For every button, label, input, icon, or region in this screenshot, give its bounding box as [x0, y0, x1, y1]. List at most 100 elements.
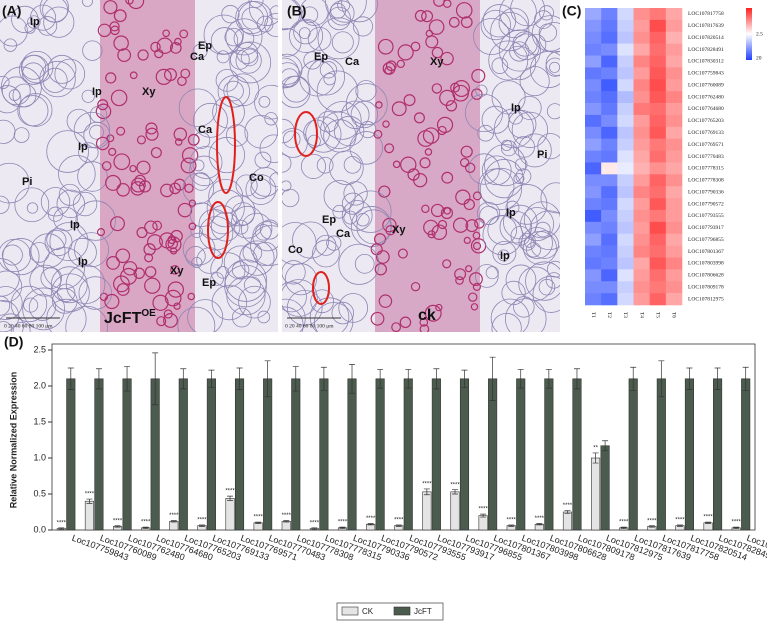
cell — [323, 180, 356, 213]
heat-cell — [617, 174, 634, 187]
cell — [459, 157, 470, 168]
cell — [452, 217, 469, 233]
cell — [81, 89, 95, 103]
heat-cell — [585, 174, 602, 187]
cell — [484, 159, 524, 199]
heat-cell — [649, 138, 667, 151]
cell — [509, 41, 530, 62]
cell — [248, 0, 264, 8]
heat-cell — [601, 257, 618, 270]
cell — [136, 226, 148, 239]
error-bar — [227, 495, 234, 501]
bar — [741, 378, 751, 531]
cell — [173, 127, 188, 142]
cell — [192, 159, 205, 172]
cell — [512, 33, 540, 61]
cell — [468, 272, 483, 287]
cell — [325, 0, 367, 23]
heat-cell — [649, 293, 667, 306]
heat-cell — [649, 233, 667, 246]
cell — [301, 6, 319, 24]
annotation: Ca — [198, 124, 213, 136]
heat-cell — [665, 43, 683, 56]
annotation: Ip — [511, 102, 521, 114]
annotation: Ca — [190, 51, 205, 63]
heat-cell — [665, 8, 683, 21]
heat-cell — [585, 209, 602, 223]
cell — [178, 88, 218, 127]
cell — [498, 29, 541, 72]
bar — [450, 491, 460, 531]
cell — [282, 57, 300, 89]
cell — [293, 19, 318, 45]
heat-cell — [649, 221, 667, 235]
heat-cell — [633, 221, 650, 235]
cell — [307, 57, 346, 96]
cell — [385, 60, 397, 72]
heat-cell — [601, 233, 618, 246]
cell — [192, 43, 208, 59]
cell — [519, 66, 550, 97]
error-bar — [536, 523, 543, 526]
cell — [136, 160, 151, 175]
cell — [193, 131, 211, 149]
cell — [375, 101, 383, 109]
cell — [282, 68, 299, 88]
cell — [49, 222, 89, 262]
cell — [539, 5, 555, 21]
cell — [300, 153, 326, 179]
heat-cell — [649, 269, 667, 282]
cell — [396, 59, 405, 69]
colorbar-label: 20 — [756, 55, 762, 61]
heat-cell — [617, 55, 634, 68]
heat-cell — [665, 114, 683, 128]
column-label: T2 — [606, 312, 612, 318]
row-label: LOC107803998 — [688, 261, 724, 267]
heat-cell — [649, 245, 667, 258]
cell — [549, 61, 560, 73]
heat-cell — [633, 114, 650, 128]
significance-label: **** — [310, 520, 320, 526]
cell — [113, 35, 129, 51]
cell — [156, 316, 167, 327]
significance-label: **** — [85, 492, 95, 498]
heat-cell — [585, 67, 602, 80]
error-bar — [339, 526, 346, 529]
cell — [248, 0, 278, 26]
cell — [474, 264, 499, 288]
cell — [73, 111, 111, 149]
error-bar — [648, 525, 655, 528]
cell — [421, 10, 434, 23]
bar — [572, 378, 582, 531]
cell — [312, 239, 340, 268]
heat-cell — [633, 162, 650, 175]
cell — [282, 188, 300, 208]
cell — [130, 181, 145, 196]
cell — [518, 266, 553, 301]
cell — [282, 28, 302, 57]
cell — [410, 281, 421, 292]
error-bar — [517, 369, 524, 389]
cell — [160, 183, 174, 198]
row-label: LOC107769133 — [688, 130, 724, 136]
heat-cell — [665, 257, 683, 270]
cell — [468, 153, 500, 185]
cell — [470, 303, 479, 311]
heat-cell — [601, 43, 618, 56]
cell — [95, 136, 110, 151]
cell — [354, 253, 375, 274]
heat-cell — [585, 281, 602, 294]
heat-cell — [601, 209, 618, 223]
heat-cell — [585, 293, 602, 306]
cell — [225, 124, 249, 147]
row-label: LOC107778315 — [688, 166, 724, 172]
cell — [106, 256, 120, 270]
cell — [23, 297, 39, 313]
cell — [337, 0, 351, 12]
heat-cell — [665, 198, 683, 211]
cell — [169, 42, 182, 54]
cell — [40, 267, 63, 289]
cell — [53, 206, 78, 232]
heat-cell — [585, 91, 602, 104]
cell — [298, 27, 311, 39]
